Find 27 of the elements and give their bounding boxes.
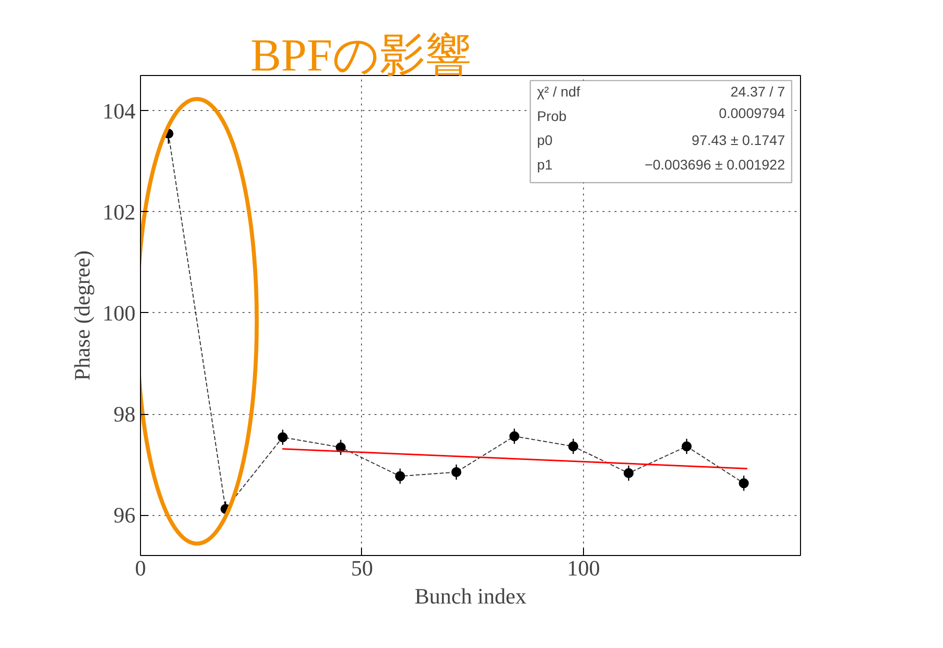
annotation: Prob [536,108,567,124]
y-tick-label: 102 [102,199,136,224]
x-tick-label: 100 [566,556,600,580]
x-axis-title: Bunch index [414,584,526,608]
y-tick-label: 98 [114,402,136,427]
point [451,467,462,478]
point [624,468,634,478]
annotation: BPFの影響 [250,30,472,80]
y-axis-title: Phase (degree) [70,250,94,381]
x-tick-label: 50 [350,556,373,580]
point [682,441,692,452]
y-tick-label: 100 [102,300,136,326]
point [278,432,288,442]
annotation: 0.0009794 [718,104,786,121]
annotation: 97.43 ± 0.1747 [692,132,786,148]
x-tick-label: 0 [135,556,146,580]
annotation: p1 [536,156,553,172]
annotation: 24.37 / 7 [730,84,786,100]
y-tick-label: 104 [102,98,136,124]
annotation: −0.003696 ± 0.001922 [644,156,786,172]
annotation: χ² / ndf [536,84,580,100]
point [568,441,578,452]
annotation: p0 [536,132,553,148]
point [738,478,749,488]
y-tick-label: 96 [114,502,136,528]
point [395,471,406,482]
point [509,431,520,442]
